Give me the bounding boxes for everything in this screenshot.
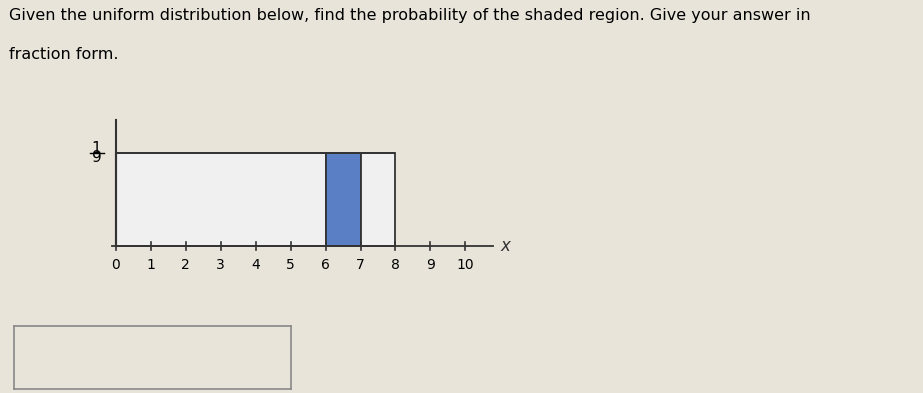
Text: 3: 3 <box>216 258 225 272</box>
Text: 4: 4 <box>251 258 260 272</box>
Text: Given the uniform distribution below, find the probability of the shaded region.: Given the uniform distribution below, fi… <box>9 8 810 23</box>
Text: fraction form.: fraction form. <box>9 47 119 62</box>
Text: 6: 6 <box>321 258 330 272</box>
Bar <box>326 153 361 246</box>
Text: 9: 9 <box>426 258 435 272</box>
Text: 5: 5 <box>286 258 295 272</box>
Text: x: x <box>500 237 510 255</box>
Text: 8: 8 <box>391 258 400 272</box>
Text: 7: 7 <box>356 258 365 272</box>
Bar <box>361 153 395 246</box>
Text: 0: 0 <box>112 258 120 272</box>
Text: 10: 10 <box>457 258 474 272</box>
Text: 1: 1 <box>147 258 155 272</box>
Text: 2: 2 <box>181 258 190 272</box>
Text: 1
9: 1 9 <box>91 141 102 165</box>
Bar <box>115 153 326 246</box>
